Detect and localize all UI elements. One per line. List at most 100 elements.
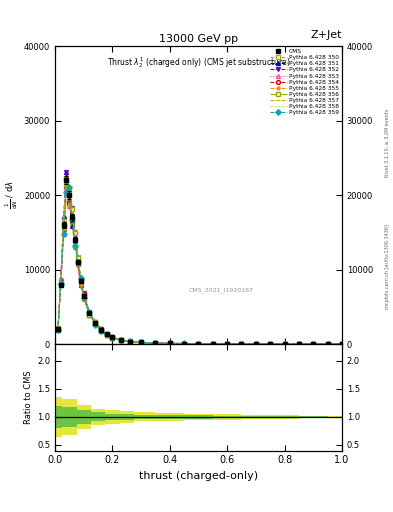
Pythia 6.428 355: [75, 263, 80, 269]
Line: Pythia 6.428 352: Pythia 6.428 352: [56, 170, 344, 346]
Pythia 6.428 355: [87, 309, 92, 315]
Pythia 6.428 351: [139, 339, 143, 346]
Pythia 6.428 353: [110, 334, 115, 340]
Pythia 6.428 354: [73, 229, 77, 236]
Pythia 6.428 356: [196, 340, 201, 347]
Line: Pythia 6.428 356: Pythia 6.428 356: [56, 182, 344, 346]
Pythia 6.428 351: [104, 331, 109, 337]
Pythia 6.428 358: [211, 340, 215, 347]
Pythia 6.428 356: [119, 337, 123, 343]
Line: Pythia 6.428 355: Pythia 6.428 355: [56, 177, 344, 346]
Pythia 6.428 353: [81, 294, 86, 301]
Pythia 6.428 356: [73, 230, 77, 237]
Pythia 6.428 358: [325, 341, 330, 347]
Pythia 6.428 358: [64, 188, 69, 194]
Pythia 6.428 352: [282, 341, 287, 347]
Text: Rivet 3.1.10, ≥ 3.2M events: Rivet 3.1.10, ≥ 3.2M events: [385, 109, 390, 178]
Pythia 6.428 351: [59, 277, 63, 283]
Pythia 6.428 359: [167, 340, 172, 347]
Pythia 6.428 350: [67, 200, 72, 206]
Pythia 6.428 357: [297, 341, 301, 347]
Pythia 6.428 354: [127, 338, 132, 345]
Pythia 6.428 353: [211, 340, 215, 347]
Pythia 6.428 350: [79, 276, 83, 283]
Pythia 6.428 355: [104, 332, 109, 338]
Pythia 6.428 357: [73, 232, 77, 238]
Pythia 6.428 358: [139, 339, 143, 346]
Text: CMS_2021_I1920187: CMS_2021_I1920187: [189, 288, 254, 293]
Pythia 6.428 356: [61, 225, 66, 231]
Pythia 6.428 357: [340, 341, 344, 347]
Pythia 6.428 357: [311, 341, 316, 347]
Pythia 6.428 358: [282, 341, 287, 347]
Pythia 6.428 357: [253, 340, 258, 347]
Pythia 6.428 357: [239, 340, 244, 347]
Pythia 6.428 353: [167, 340, 172, 347]
Pythia 6.428 350: [225, 340, 230, 347]
Pythia 6.428 353: [253, 340, 258, 347]
Pythia 6.428 352: [253, 340, 258, 347]
Pythia 6.428 356: [99, 327, 103, 333]
Pythia 6.428 355: [297, 341, 301, 347]
Pythia 6.428 352: [139, 339, 143, 346]
Pythia 6.428 351: [81, 293, 86, 299]
Pythia 6.428 354: [225, 340, 230, 347]
Pythia 6.428 351: [127, 338, 132, 345]
Pythia 6.428 359: [93, 322, 97, 328]
Pythia 6.428 358: [253, 341, 258, 347]
Pythia 6.428 358: [225, 340, 230, 347]
Pythia 6.428 352: [61, 229, 66, 235]
Pythia 6.428 354: [268, 340, 273, 347]
Pythia 6.428 354: [139, 339, 143, 346]
Pythia 6.428 356: [211, 340, 215, 347]
Pythia 6.428 351: [253, 341, 258, 347]
Pythia 6.428 359: [87, 309, 92, 315]
Pythia 6.428 354: [167, 340, 172, 347]
Pythia 6.428 357: [139, 339, 143, 346]
Pythia 6.428 356: [87, 311, 92, 317]
Pythia 6.428 353: [297, 341, 301, 347]
Pythia 6.428 358: [75, 259, 80, 265]
Pythia 6.428 356: [253, 340, 258, 347]
Pythia 6.428 359: [79, 275, 83, 281]
Pythia 6.428 350: [61, 218, 66, 224]
Pythia 6.428 356: [55, 325, 60, 331]
Pythia 6.428 357: [55, 327, 60, 333]
Pythia 6.428 351: [167, 340, 172, 347]
Pythia 6.428 352: [196, 340, 201, 347]
Pythia 6.428 350: [340, 341, 344, 347]
Pythia 6.428 352: [311, 341, 316, 347]
Pythia 6.428 353: [325, 341, 330, 347]
Pythia 6.428 355: [93, 322, 97, 328]
Pythia 6.428 352: [239, 340, 244, 347]
Pythia 6.428 355: [110, 334, 115, 340]
Pythia 6.428 352: [127, 338, 132, 345]
Text: Thrust $\lambda_2^1$ (charged only) (CMS jet substructure): Thrust $\lambda_2^1$ (charged only) (CMS…: [107, 55, 290, 70]
Pythia 6.428 354: [182, 340, 187, 347]
Pythia 6.428 356: [139, 339, 143, 346]
Pythia 6.428 357: [93, 319, 97, 326]
Pythia 6.428 352: [268, 341, 273, 347]
Pythia 6.428 351: [325, 341, 330, 347]
Line: Pythia 6.428 353: Pythia 6.428 353: [56, 188, 344, 346]
Text: Z+Jet: Z+Jet: [310, 30, 342, 40]
Pythia 6.428 354: [61, 223, 66, 229]
Pythia 6.428 354: [70, 218, 75, 224]
Pythia 6.428 354: [104, 332, 109, 338]
Pythia 6.428 356: [311, 341, 316, 347]
Pythia 6.428 354: [81, 291, 86, 297]
Pythia 6.428 355: [182, 340, 187, 347]
Pythia 6.428 359: [64, 189, 69, 196]
Pythia 6.428 356: [67, 187, 72, 193]
Pythia 6.428 357: [59, 284, 63, 290]
Pythia 6.428 351: [340, 341, 344, 347]
Pythia 6.428 354: [282, 341, 287, 347]
Pythia 6.428 355: [253, 340, 258, 347]
Pythia 6.428 358: [87, 309, 92, 315]
Pythia 6.428 355: [73, 240, 77, 246]
Pythia 6.428 357: [104, 332, 109, 338]
Pythia 6.428 351: [79, 282, 83, 288]
Pythia 6.428 354: [325, 341, 330, 347]
Pythia 6.428 359: [340, 341, 344, 347]
Pythia 6.428 355: [127, 338, 132, 345]
